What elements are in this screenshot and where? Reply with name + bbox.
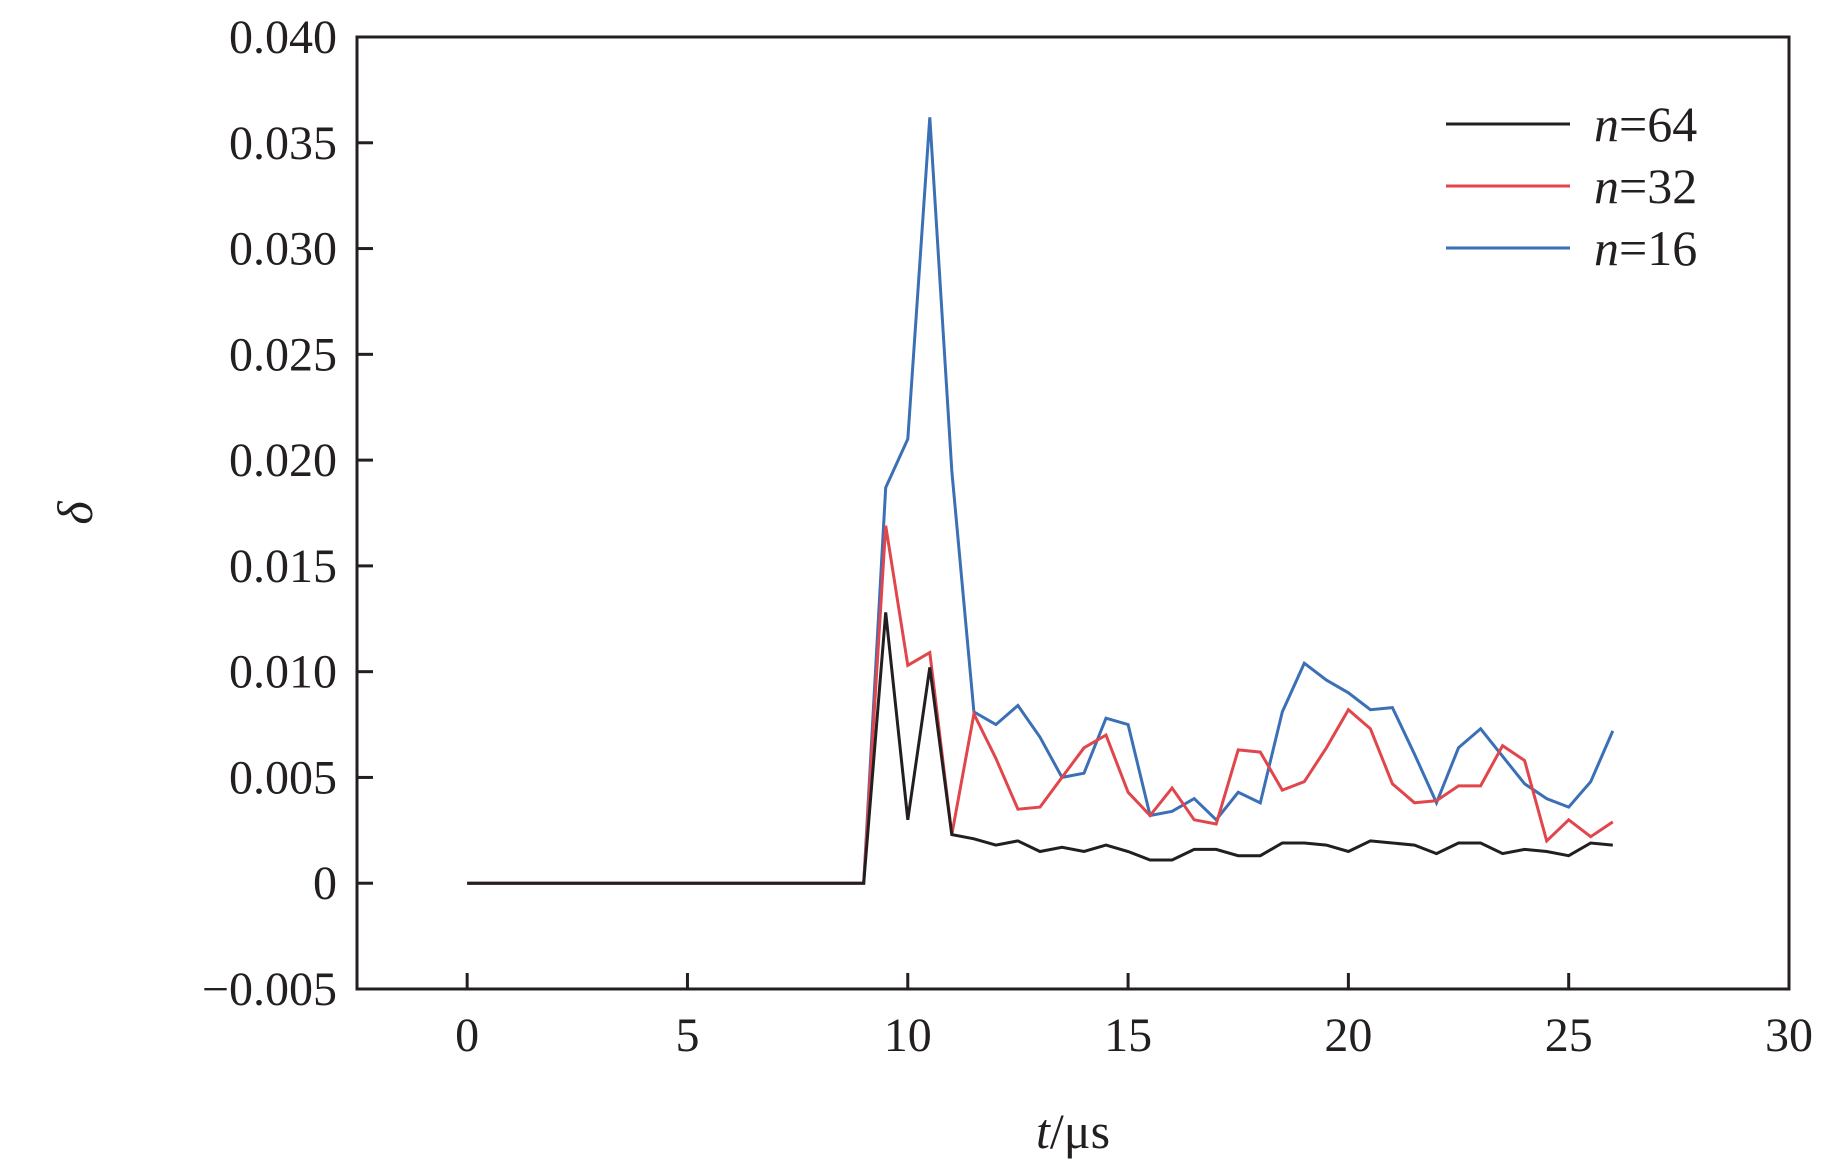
x-axis-ticks: 0 5 10 15 20 25 30 bbox=[455, 973, 1813, 1062]
legend: n=64 n=32 n=16 bbox=[1446, 96, 1697, 276]
legend-label: n=64 bbox=[1594, 96, 1697, 152]
y-tick-label: 0.005 bbox=[229, 751, 337, 804]
y-tick-label: 0 bbox=[313, 857, 337, 910]
series-lines bbox=[467, 117, 1615, 885]
legend-label: n=32 bbox=[1594, 158, 1697, 214]
x-axis-label: t/μs bbox=[1036, 1103, 1110, 1159]
y-tick-label: 0.010 bbox=[229, 646, 337, 699]
plot-frame bbox=[355, 35, 1791, 991]
series-line-n64 bbox=[467, 612, 1613, 885]
y-axis-ticks: −0.005 0 0.005 0.010 0.015 0.020 0.025 0.030 0.0… bbox=[202, 11, 373, 1016]
y-tick-label: 0.030 bbox=[229, 223, 337, 276]
series-line-n16 bbox=[467, 117, 1615, 885]
legend-label: n=16 bbox=[1594, 220, 1697, 276]
x-tick-label: 10 bbox=[884, 1009, 932, 1062]
y-tick-label: 0.025 bbox=[229, 328, 337, 381]
y-tick-label: 0.015 bbox=[229, 540, 337, 593]
y-tick-label: −0.005 bbox=[202, 963, 337, 1016]
x-tick-label: 25 bbox=[1545, 1009, 1593, 1062]
y-tick-label: 0.035 bbox=[229, 117, 337, 170]
y-tick-label: 0.020 bbox=[229, 434, 337, 487]
x-tick-label: 20 bbox=[1324, 1009, 1372, 1062]
x-tick-label: 30 bbox=[1765, 1009, 1813, 1062]
y-tick-label: 0.040 bbox=[229, 11, 337, 64]
x-tick-label: 0 bbox=[455, 1009, 479, 1062]
x-tick-label: 5 bbox=[675, 1009, 699, 1062]
x-tick-label: 15 bbox=[1104, 1009, 1152, 1062]
series-line-n32 bbox=[467, 525, 1614, 885]
y-axis-label: δ bbox=[47, 501, 103, 525]
